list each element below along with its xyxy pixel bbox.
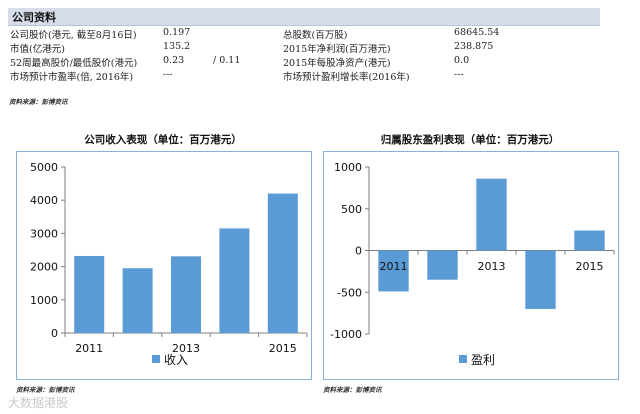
bar-2012 (122, 268, 153, 333)
x-tick-label: 2015 (269, 342, 297, 355)
section-title: 公司资料 (12, 11, 56, 24)
y-tick-label: 4000 (30, 194, 58, 207)
info-value: --- (454, 69, 464, 80)
info-value: 0.23 (163, 55, 185, 66)
x-tick-label: 2015 (576, 260, 604, 273)
section-header: 公司资料 (8, 8, 600, 26)
bar-2014 (525, 250, 556, 309)
bar-2014 (219, 228, 250, 333)
y-tick-label: 5000 (30, 161, 58, 174)
bar-2012 (427, 250, 458, 280)
y-tick-label: 0 (51, 327, 58, 340)
chart-title-revenue: 公司收入表现（单位：百万港元） (84, 134, 242, 146)
info-label: 市场预计盈利增长率(2016年) (283, 72, 410, 83)
y-tick-label: -500 (337, 286, 362, 299)
bar-2011 (378, 250, 409, 292)
info-row-market-cap: 市值(亿港元) 135.2 2015年净利润(百万港元) 238.875 (0, 41, 640, 55)
bar-2013 (476, 178, 507, 251)
source-note: 资料来源：彭博资讯 (9, 98, 68, 106)
x-tick-label: 2013 (172, 342, 200, 355)
info-row-stock-price: 公司股价(港元, 截至8月16日) 0.197 总股数(百万股) 68645.5… (0, 27, 640, 41)
x-tick-label: 2011 (75, 342, 103, 355)
x-tick-label: 2013 (478, 260, 506, 273)
y-tick-label: 2000 (30, 261, 58, 274)
info-label: 市值(亿港元) (10, 44, 65, 55)
info-value: 135.2 (163, 41, 191, 52)
bar-2011 (74, 255, 105, 333)
chart-title-profit: 归属股东盈利表现（单位：百万港元） (380, 134, 560, 146)
info-value: 68645.54 (454, 27, 500, 38)
legend-label: 收入 (164, 353, 188, 367)
info-label: 52周最高股价/最低股价(港元) (10, 58, 138, 69)
info-label: 2015年净利润(百万港元) (283, 44, 391, 55)
x-tick-label: 2011 (380, 260, 408, 273)
y-tick-label: 1000 (334, 161, 362, 174)
info-value: 238.875 (454, 41, 494, 52)
chart-revenue: 0 1000 2000 3000 4000 5000 2011 2013 2015 收入 (16, 151, 312, 380)
source-note-profit: 资料来源：彭博资讯 (323, 386, 382, 394)
info-label: 2015年每股净资产(港元) (283, 58, 391, 69)
legend-label: 盈利 (471, 353, 495, 367)
info-label: 总股数(百万股) (283, 30, 348, 41)
profit-chart-svg: -1000 -500 0 500 1000 2011 2013 2015 盈利 (330, 161, 615, 367)
legend-swatch (459, 355, 467, 363)
info-value: 0.197 (163, 27, 191, 38)
bar-2013 (170, 256, 202, 333)
y-tick-label: 3000 (30, 227, 58, 240)
bar-2015 (574, 230, 605, 251)
y-tick-label: 500 (341, 203, 362, 216)
y-tick-label: -1000 (330, 328, 362, 341)
y-tick-label: 1000 (30, 294, 58, 307)
info-value: 0.0 (454, 55, 470, 66)
info-row-forecast: 市场预计市盈率(倍, 2016年) --- 市场预计盈利增长率(2016年) -… (0, 69, 640, 83)
legend-swatch (152, 355, 160, 363)
source-note-revenue: 资料来源：彭博资讯 (16, 386, 75, 394)
info-label: 市场预计市盈率(倍, 2016年) (10, 72, 134, 83)
info-row-52week: 52周最高股价/最低股价(港元) 0.23 / 0.11 2015年每股净资产(… (0, 55, 640, 69)
info-value: --- (163, 69, 173, 80)
y-tick-label: 0 (355, 245, 362, 258)
info-label: 公司股价(港元, 截至8月16日) (10, 30, 137, 41)
watermark-logo: 大数据港股 (8, 396, 69, 410)
bar-2015 (267, 193, 298, 333)
revenue-chart-svg: 0 1000 2000 3000 4000 5000 2011 2013 2015 收入 (30, 161, 308, 367)
info-value-low: / 0.11 (213, 55, 241, 66)
chart-profit: -1000 -500 0 500 1000 2011 2013 2015 盈利 (323, 151, 619, 380)
